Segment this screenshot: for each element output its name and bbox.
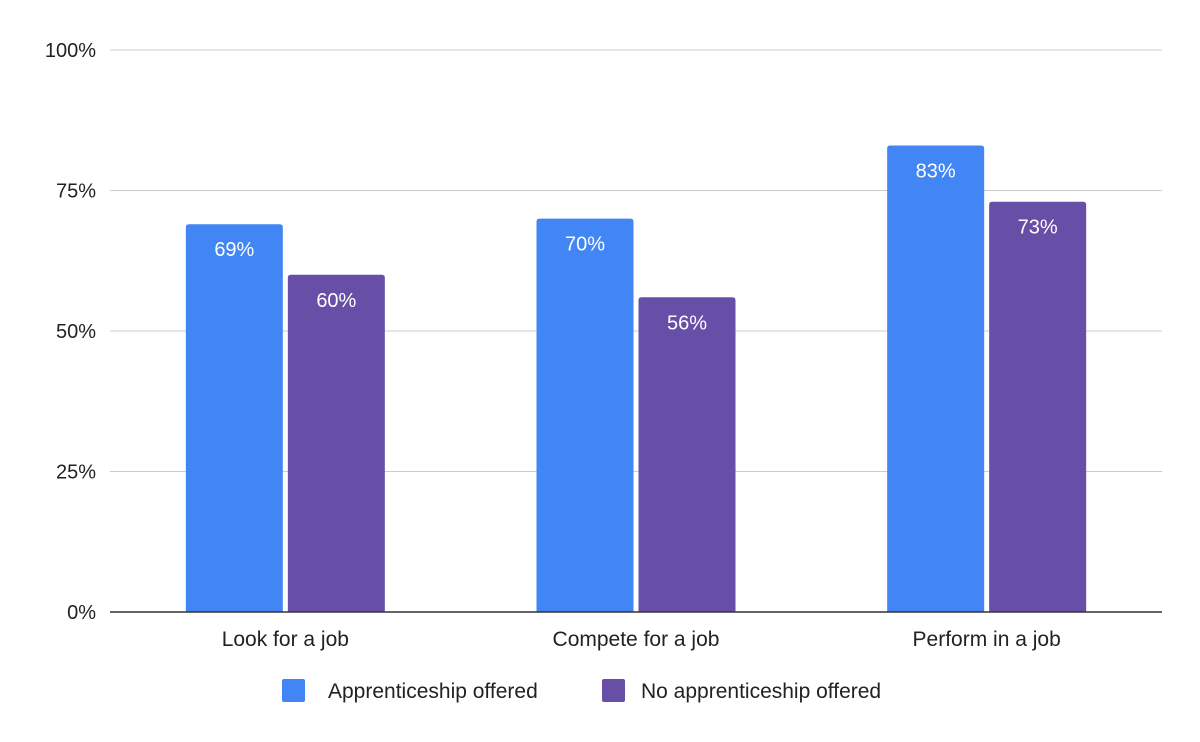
bars: 69% 60% 70% 56% 83% 73% [185, 145, 1087, 613]
bar-value-label: 73% [1018, 217, 1058, 239]
y-tick-label: 25% [56, 462, 96, 484]
x-category-label: Look for a job [222, 628, 349, 651]
legend-item: No apprenticeship offered [602, 679, 881, 703]
legend-swatch [602, 679, 625, 702]
gridlines [110, 49, 1162, 472]
bar-value-label: 70% [565, 234, 605, 256]
y-tick-label: 75% [56, 181, 96, 203]
legend-item: Apprenticeship offered [282, 679, 538, 703]
y-tick-label: 100% [45, 40, 96, 62]
legend: Apprenticeship offered No apprenticeship … [282, 679, 881, 703]
bar [536, 218, 634, 612]
bar [989, 201, 1087, 613]
legend-label: No apprenticeship offered [641, 680, 881, 703]
bar [638, 297, 736, 612]
bar-value-label: 56% [667, 312, 707, 334]
bar-value-label: 60% [316, 290, 356, 312]
x-category-label: Compete for a job [553, 628, 720, 651]
y-tick-label: 0% [67, 602, 96, 624]
legend-swatch [282, 679, 305, 702]
bar [287, 274, 385, 612]
x-category-label: Perform in a job [913, 628, 1061, 651]
y-axis-ticks: 0% 25% 50% 75% 100% [45, 40, 96, 624]
bar-value-label: 83% [916, 161, 956, 183]
legend-label: Apprenticeship offered [328, 680, 538, 703]
x-axis-categories: Look for a job Compete for a job Perform i… [222, 628, 1061, 651]
bar-value-label: 69% [214, 239, 254, 261]
bar [887, 145, 985, 613]
bar [185, 224, 283, 612]
y-tick-label: 50% [56, 321, 96, 343]
